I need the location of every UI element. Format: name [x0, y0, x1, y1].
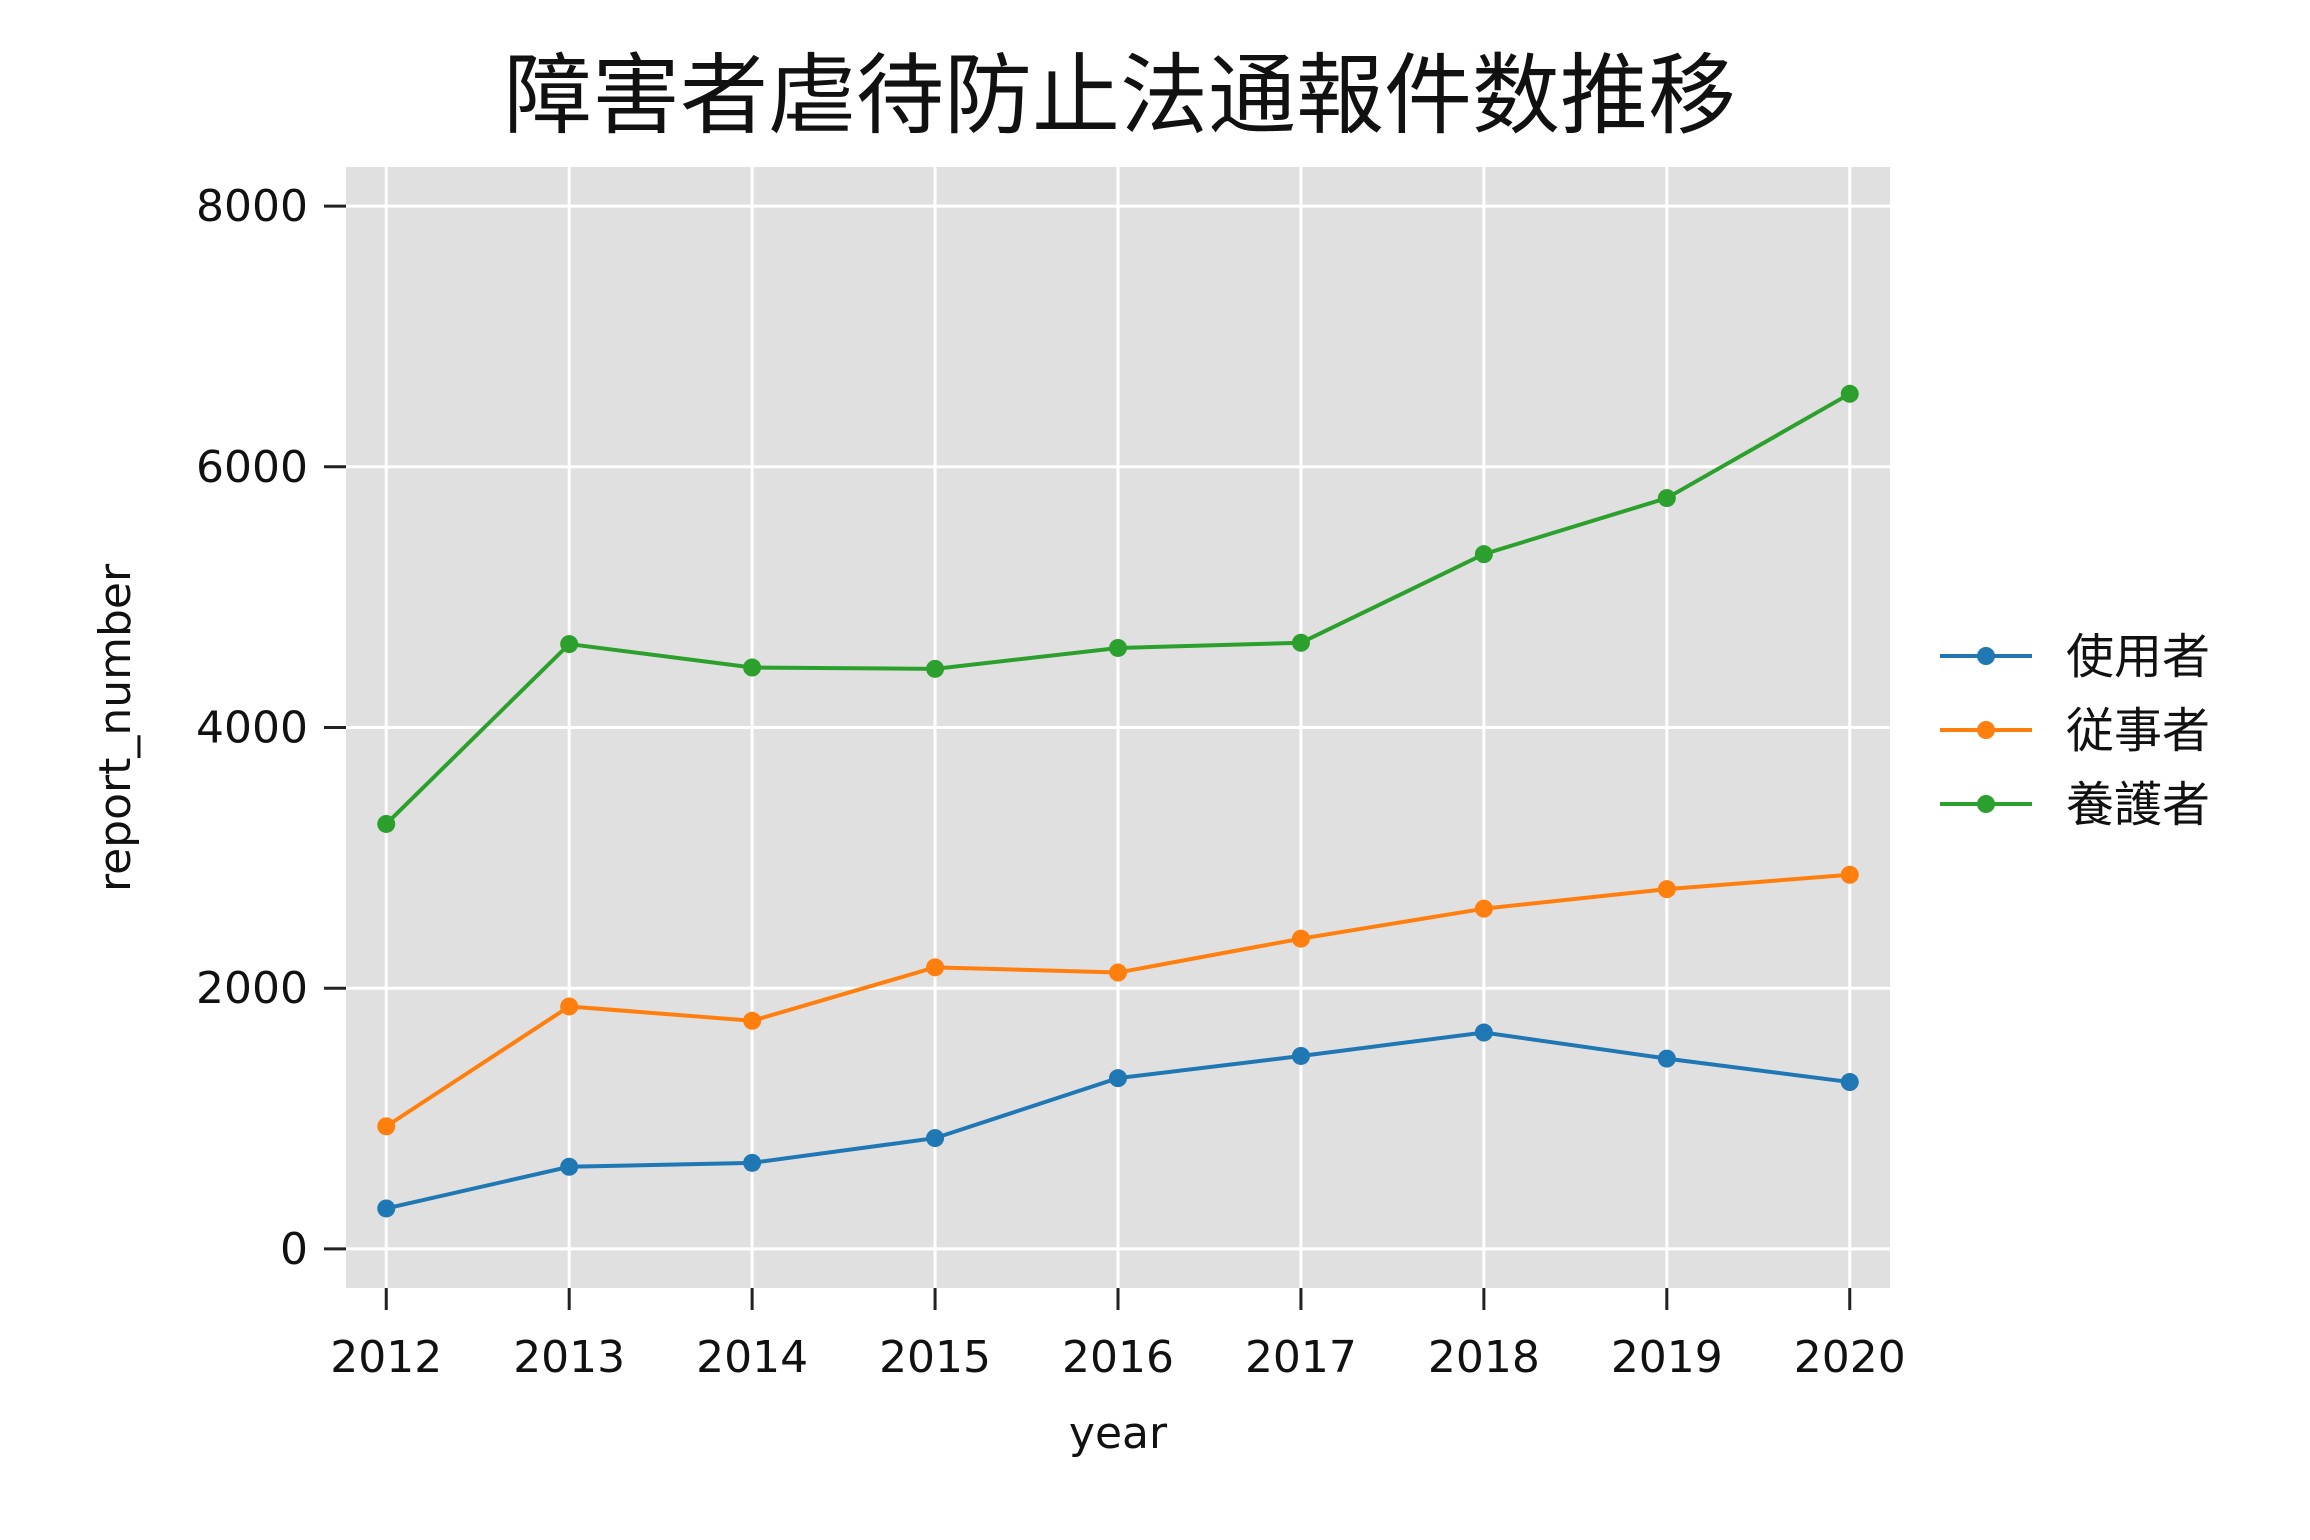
data-point [377, 1199, 396, 1218]
x-tick-label: 2014 [696, 1332, 808, 1383]
data-point [377, 814, 396, 833]
legend-label: 養護者 [2066, 777, 2210, 833]
y-tick-label: 0 [280, 1224, 308, 1275]
data-point [560, 635, 579, 654]
chart-title: 障害者虐待防止法通報件数推移 [504, 44, 1736, 147]
data-point [1291, 633, 1310, 652]
data-point [926, 1129, 945, 1148]
x-axis-label: year [1069, 1408, 1168, 1459]
data-point [377, 1117, 396, 1136]
y-tick-label: 8000 [196, 181, 308, 232]
x-axis: 2012 2013 2014 2015 2016 2017 2018 2019 2020 [330, 1288, 1906, 1383]
data-point [1474, 1023, 1493, 1042]
legend-marker [1977, 647, 1995, 665]
x-tick-label: 2020 [1794, 1332, 1906, 1383]
x-tick-label: 2017 [1245, 1332, 1357, 1383]
y-tick-label: 6000 [196, 442, 308, 493]
data-point [560, 997, 579, 1016]
y-axis-label: report_number [90, 563, 141, 892]
x-tick-label: 2018 [1428, 1332, 1540, 1383]
data-point [1109, 963, 1127, 982]
data-point [1657, 1049, 1676, 1068]
data-point [1657, 489, 1676, 508]
data-point [926, 659, 945, 678]
data-point [743, 658, 762, 677]
data-point [1840, 1073, 1859, 1092]
legend-marker [1977, 721, 1995, 739]
legend-label: 従事者 [2066, 703, 2210, 759]
data-point [560, 1157, 579, 1176]
data-point [1109, 638, 1127, 657]
y-tick-label: 4000 [196, 703, 308, 754]
x-tick-label: 2012 [330, 1332, 442, 1383]
grid [346, 167, 1890, 1288]
x-tick-label: 2016 [1062, 1332, 1174, 1383]
data-point [1840, 865, 1859, 884]
data-point [1291, 929, 1310, 948]
x-tick-label: 2015 [879, 1332, 991, 1383]
y-axis: 0 2000 4000 6000 8000 [196, 181, 346, 1275]
x-tick-label: 2019 [1611, 1332, 1723, 1383]
data-point [743, 1153, 762, 1172]
data-point [743, 1011, 762, 1030]
series-layer [377, 384, 1859, 1218]
data-point [926, 958, 945, 977]
data-point [1474, 899, 1493, 918]
data-point [1109, 1069, 1127, 1088]
legend-marker [1977, 795, 1995, 813]
data-point [1657, 880, 1676, 899]
x-tick-label: 2013 [513, 1332, 625, 1383]
legend-label: 使用者 [2066, 629, 2210, 685]
y-tick-label: 2000 [196, 963, 308, 1014]
data-point [1291, 1046, 1310, 1065]
data-point [1474, 545, 1493, 564]
data-point [1840, 384, 1859, 403]
